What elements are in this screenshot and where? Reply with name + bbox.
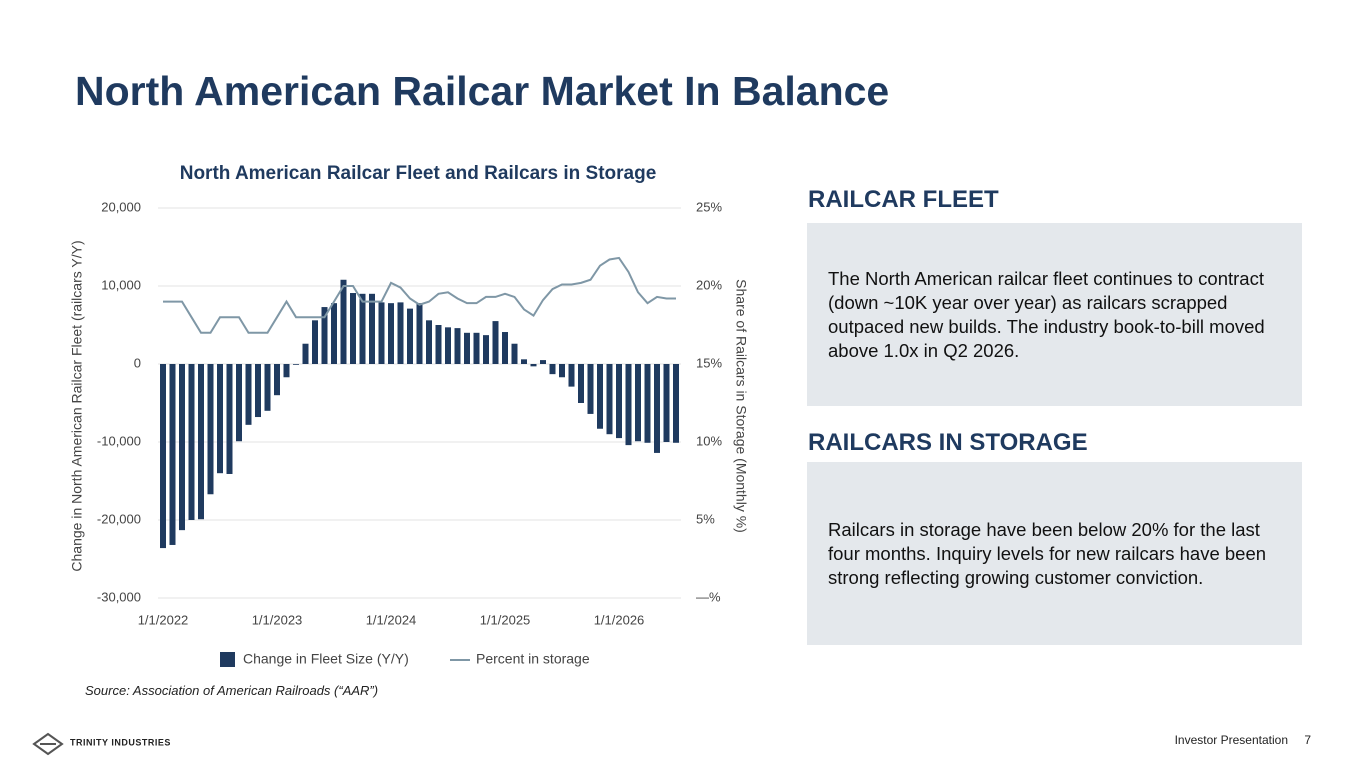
y2-tick-label: 5% (696, 511, 715, 526)
bar (188, 364, 195, 520)
bar (426, 320, 432, 364)
bar (331, 303, 337, 364)
bar (302, 343, 309, 364)
bar (350, 293, 356, 364)
y-tick-label: -10,000 (97, 433, 141, 448)
bar (445, 327, 451, 364)
y2-tick-label: —% (696, 589, 721, 604)
panel: The North American railcar fleet continu… (807, 223, 1302, 406)
bar (663, 364, 670, 442)
page-number: 7 (1304, 733, 1311, 747)
bar (492, 321, 499, 364)
slide-title: North American Railcar Market In Balance (75, 68, 890, 114)
bar (321, 307, 328, 364)
y-tick-label: 10,000 (101, 277, 141, 292)
bar (255, 364, 261, 418)
bar (378, 302, 385, 364)
bar (416, 303, 423, 364)
y-tick-label: 20,000 (101, 199, 141, 214)
legend-swatch (220, 652, 235, 667)
bar (226, 364, 233, 474)
x-tick-label: 1/1/2024 (366, 612, 417, 627)
bar (597, 364, 603, 429)
bar (549, 364, 556, 375)
bar (283, 364, 290, 378)
y2-tick-label: 25% (696, 199, 722, 214)
bar (245, 364, 252, 425)
x-tick-label: 1/1/2022 (138, 612, 189, 627)
logo (32, 732, 64, 756)
y-tick-label: -30,000 (97, 589, 141, 604)
panel-text: Railcars in storage have been below 20% … (828, 518, 1267, 588)
bar (606, 364, 613, 435)
y-tick-label: 0 (134, 355, 141, 370)
bar (217, 364, 223, 474)
bar (464, 332, 470, 364)
bar (435, 325, 442, 364)
bar (616, 364, 622, 439)
y2-axis-title: Share of Railcars in Storage (Monthly %) (733, 279, 749, 533)
panel-text: The North American railcar fleet continu… (828, 267, 1265, 361)
company-name: TRINITY INDUSTRIES (70, 737, 171, 747)
bar (388, 303, 394, 364)
bar (160, 364, 166, 549)
y2-tick-label: 10% (696, 433, 722, 448)
bar (568, 364, 575, 387)
bar (198, 364, 204, 520)
bar (578, 364, 584, 403)
bar (644, 364, 651, 443)
y2-tick-label: 15% (696, 355, 722, 370)
bar (587, 364, 594, 414)
bar (207, 364, 214, 495)
panel-heading: RAILCAR FLEET (808, 186, 999, 213)
bar (312, 320, 318, 364)
bar (359, 293, 366, 364)
bar (559, 364, 565, 378)
panel: Railcars in storage have been below 20% … (807, 462, 1302, 645)
legend-label: Percent in storage (476, 651, 590, 667)
bar (673, 364, 679, 443)
line (163, 256, 676, 334)
bar (179, 364, 185, 531)
bar (340, 279, 347, 364)
y2-tick-label: 20% (696, 277, 722, 292)
bar (502, 332, 508, 364)
chart-title: North American Railcar Fleet and Railcar… (180, 163, 657, 184)
bar (511, 343, 518, 364)
footer-label: Investor Presentation (1175, 733, 1288, 747)
bar (625, 364, 632, 446)
x-tick-label: 1/1/2025 (480, 612, 531, 627)
bar (635, 364, 641, 442)
x-tick-label: 1/1/2023 (252, 612, 303, 627)
legend-label: Change in Fleet Size (Y/Y) (243, 651, 409, 667)
bar (454, 328, 461, 364)
x-tick-label: 1/1/2026 (594, 612, 645, 627)
bar (483, 335, 489, 364)
bar (407, 308, 413, 364)
y-tick-label: -20,000 (97, 511, 141, 526)
panel-heading: RAILCARS IN STORAGE (808, 429, 1088, 456)
bar (654, 364, 660, 453)
bar (521, 359, 527, 364)
bar (169, 364, 176, 545)
bar (397, 302, 404, 364)
bar (264, 364, 271, 411)
source-note: Source: Association of American Railroad… (85, 683, 379, 698)
bar (236, 364, 242, 442)
bar (530, 364, 537, 367)
bar (540, 360, 546, 364)
y-axis-title: Change in North American Railcar Fleet (… (69, 240, 85, 571)
bar (274, 364, 280, 396)
bar (293, 364, 299, 365)
bar (473, 332, 480, 364)
bar (369, 293, 375, 364)
